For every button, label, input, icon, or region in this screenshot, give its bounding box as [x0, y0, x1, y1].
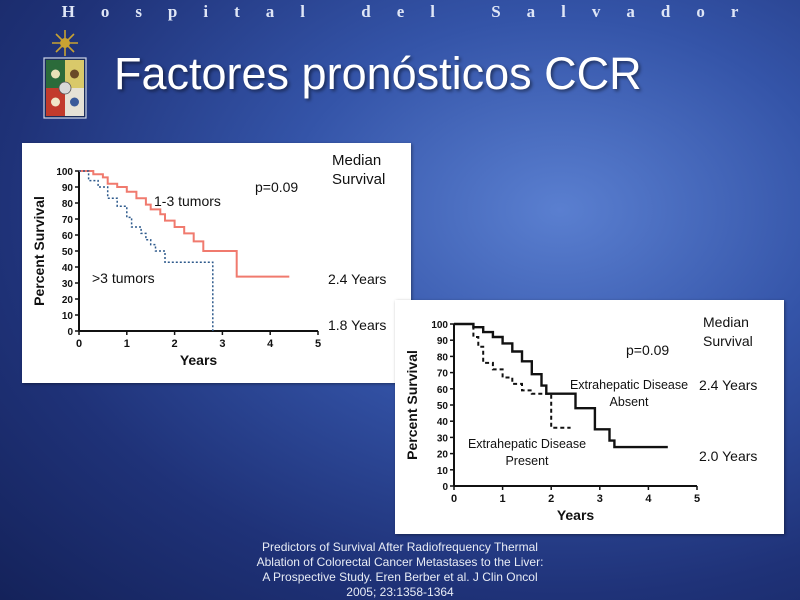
x-tick-label: 4 [267, 338, 274, 350]
university-crest-icon [43, 30, 87, 119]
y-tick-label: 10 [62, 311, 74, 322]
series-line-2 [79, 170, 214, 331]
x-tick-label: 1 [500, 493, 506, 505]
series-label-2: Extrahepatic Disease [468, 437, 586, 451]
median-value-2: 2.0 Years [699, 448, 757, 464]
citation: Predictors of Survival After Radiofreque… [200, 540, 600, 600]
series-label-1: Extrahepatic Disease [570, 378, 688, 392]
crest-star-icon [52, 30, 78, 56]
median-survival-title: Survival [332, 171, 385, 188]
y-tick-label: 50 [437, 401, 449, 412]
x-tick-label: 1 [124, 338, 130, 350]
chart-panel-tumors: 0 1 2 3 4 5 0 10 20 30 40 50 60 70 80 90 100 Years Percent… [22, 143, 411, 383]
p-value-label: p=0.09 [626, 342, 669, 358]
survival-chart-tumors: 0 1 2 3 4 50102030405060708090100YearsPercent… [31, 152, 386, 368]
series-label-2: >3 tumors [92, 270, 155, 286]
median-survival-title: Median [703, 314, 749, 330]
median-survival-title: Survival [703, 333, 753, 349]
y-tick-label: 30 [437, 433, 449, 444]
y-tick-label: 80 [62, 199, 74, 210]
y-tick-label: 90 [62, 183, 74, 194]
citation-line: 2005; 23:1358-1364 [346, 585, 454, 599]
y-axis-label: Percent Survival [31, 196, 47, 306]
series-line-1 [454, 322, 668, 449]
chart-panel-extrahepatic: 0 1 2 3 4 5 0 10 20 30 40 50 60 70 80 90 100 Years Percent… [395, 300, 784, 534]
y-tick-label: 80 [437, 352, 449, 363]
y-tick-label: 0 [67, 327, 73, 338]
y-tick-label: 100 [56, 167, 73, 178]
series-label-2: Present [505, 454, 549, 468]
citation-line: Ablation of Colorectal Cancer Metastases… [256, 555, 544, 569]
x-tick-label: 5 [315, 338, 321, 350]
y-tick-label: 70 [62, 215, 74, 226]
median-value-2: 1.8 Years [328, 317, 386, 333]
citation-line: Predictors of Survival After Radiofreque… [262, 540, 538, 554]
x-axis-label: Years [557, 507, 595, 523]
y-tick-label: 40 [62, 263, 74, 274]
x-tick-label: 0 [76, 338, 82, 350]
y-tick-label: 40 [437, 417, 449, 428]
y-tick-label: 30 [62, 279, 74, 290]
x-tick-label: 2 [172, 338, 178, 350]
median-value-1: 2.4 Years [699, 377, 757, 393]
x-axis-label: Years [180, 352, 218, 368]
y-tick-label: 100 [431, 320, 448, 331]
x-tick-label: 0 [451, 493, 457, 505]
x-tick-label: 2 [548, 493, 554, 505]
series-line-2 [454, 323, 571, 429]
y-tick-label: 20 [437, 450, 449, 461]
y-tick-label: 0 [442, 482, 448, 493]
series-line-1 [79, 170, 290, 278]
median-value-1: 2.4 Years [328, 271, 386, 287]
y-tick-label: 70 [437, 369, 449, 380]
y-tick-label: 60 [62, 231, 74, 242]
median-survival-title: Median [332, 152, 381, 169]
series-label-1: Absent [610, 395, 649, 409]
x-tick-label: 3 [219, 338, 225, 350]
slide-title: Factores pronósticos CCR [114, 48, 642, 99]
citation-line: A Prospective Study. Eren Berber et al. … [262, 570, 538, 584]
y-tick-label: 50 [62, 247, 74, 258]
y-tick-label: 60 [437, 385, 449, 396]
x-tick-label: 4 [645, 493, 652, 505]
y-axis-label: Percent Survival [404, 350, 420, 460]
y-tick-label: 10 [437, 466, 449, 477]
x-tick-label: 3 [597, 493, 603, 505]
survival-chart-extrahepatic: 0 1 2 3 4 50102030405060708090100YearsPercent… [404, 314, 757, 523]
p-value-label: p=0.09 [255, 179, 298, 195]
institution-banner: Hospital del Salvador [61, 2, 765, 21]
x-tick-label: 5 [694, 493, 700, 505]
y-tick-label: 20 [62, 295, 74, 306]
y-tick-label: 90 [437, 336, 449, 347]
series-label-1: 1-3 tumors [154, 193, 221, 209]
